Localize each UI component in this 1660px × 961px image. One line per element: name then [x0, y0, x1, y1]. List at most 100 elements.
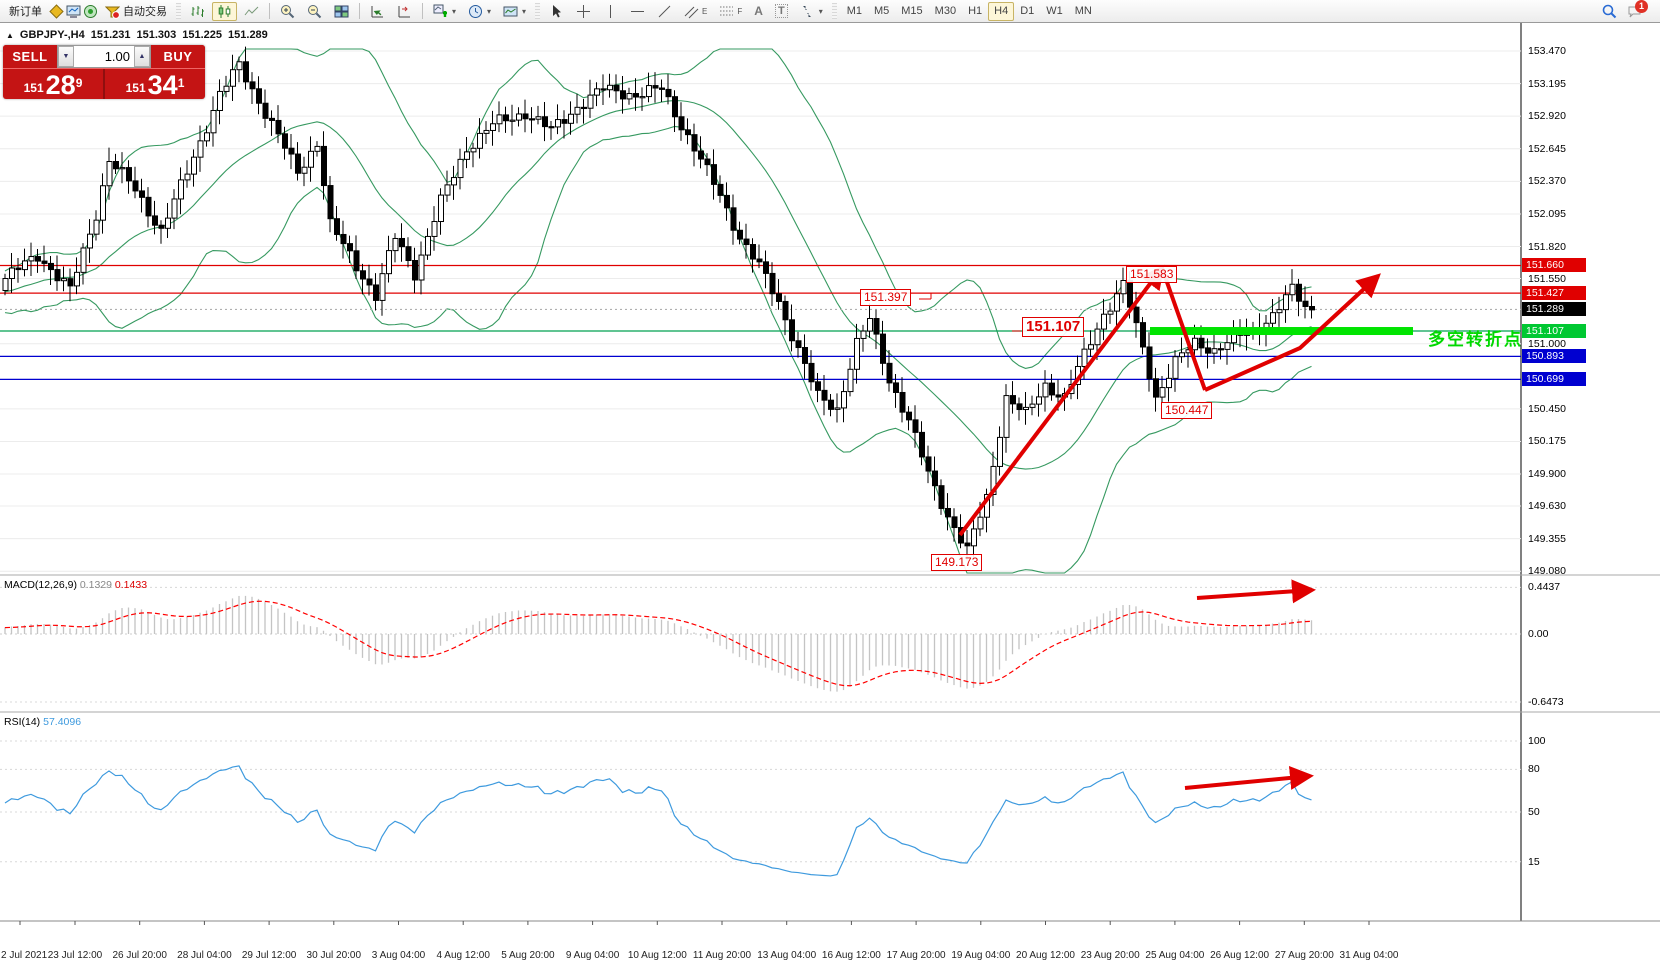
text-tool-icon: A	[754, 4, 763, 18]
chart-shift-icon	[397, 4, 412, 19]
sell-button[interactable]: SELL	[3, 45, 57, 68]
price-axis-tick: 152.095	[1528, 207, 1566, 220]
time-axis-label: 27 Aug 20:00	[1274, 950, 1334, 961]
horizontal-line-tool-button[interactable]	[625, 2, 650, 21]
price-annotation[interactable]: 151.107	[1022, 317, 1085, 337]
time-axis-label: 26 Jul 20:00	[112, 950, 167, 961]
time-axis-label: 10 Aug 12:00	[627, 950, 687, 961]
sell-price-pip: 9	[75, 76, 83, 90]
ohlc-open: 151.231	[90, 29, 131, 41]
crosshair-tool-button[interactable]	[571, 2, 596, 21]
buy-price[interactable]: 151 34 1	[103, 69, 205, 99]
pending-order-icon[interactable]	[49, 3, 64, 19]
time-axis-label: 31 Aug 04:00	[1339, 950, 1399, 961]
lot-decrease-button[interactable]: ▼	[58, 46, 74, 67]
timeframe-button-h4[interactable]: H4	[988, 1, 1015, 21]
rsi-scale-level: 50	[1528, 806, 1540, 818]
fibonacci-icon	[719, 4, 734, 19]
auto-scroll-button[interactable]	[365, 2, 390, 21]
time-axis-label: 20 Aug 12:00	[1016, 950, 1075, 961]
signals-icon[interactable]	[83, 4, 98, 19]
price-axis-tick: 153.470	[1528, 45, 1566, 57]
fibonacci-tool-button[interactable]: F	[714, 2, 747, 21]
vertical-line-tool-button[interactable]	[598, 2, 623, 21]
dropdown-arrow-icon: ▾	[452, 6, 457, 16]
buy-button[interactable]: BUY	[151, 45, 205, 68]
price-axis-tick: 151.000	[1528, 337, 1566, 350]
trendline-tool-button[interactable]	[652, 2, 677, 21]
price-axis-tick: 152.645	[1528, 142, 1566, 155]
timeframe-button-w1[interactable]: W1	[1046, 5, 1063, 17]
sell-price[interactable]: 151 28 9	[3, 69, 103, 99]
tile-windows-button[interactable]	[329, 2, 354, 21]
toolbar-separator	[269, 3, 270, 19]
autotrading-icon	[104, 4, 121, 19]
price-axis-badge: 151.660	[1522, 258, 1586, 273]
timeframe-button-m5[interactable]: M5	[873, 5, 890, 17]
crosshair-icon	[576, 4, 591, 19]
periods-button[interactable]: ▾	[463, 2, 496, 21]
time-axis-label: 4 Aug 12:00	[436, 950, 490, 961]
price-annotation[interactable]: 150.447	[1161, 402, 1213, 419]
lot-size-input[interactable]: 1.00	[104, 49, 130, 64]
timeframe-button-h1[interactable]: H1	[968, 5, 983, 17]
text-label-icon: T	[774, 4, 788, 18]
price-axis-tick: 150.175	[1528, 435, 1566, 448]
price-annotation[interactable]: 151.583	[1126, 266, 1178, 283]
price-annotation[interactable]: 151.397	[860, 289, 912, 306]
new-order-button[interactable]: 新订单	[4, 2, 47, 21]
timeframe-button-mn[interactable]: MN	[1074, 5, 1092, 17]
expand-panel-icon[interactable]: ▲	[6, 30, 14, 40]
sell-price-prefix: 151	[23, 81, 44, 95]
macd-scale-max: 0.4437	[1528, 581, 1561, 594]
autotrading-label: 自动交易	[123, 6, 167, 18]
price-axis-badge: 151.107	[1522, 324, 1586, 338]
time-axis-label: 25 Aug 04:00	[1145, 950, 1205, 961]
text-label-tool-button[interactable]: T	[770, 2, 793, 21]
lot-increase-button[interactable]: ▲	[134, 46, 150, 67]
timeframe-button-m15[interactable]: M15	[901, 5, 923, 17]
lot-size-control: ▼ 1.00 ▲	[57, 45, 151, 68]
arrows-tool-button[interactable]: ▾	[795, 2, 828, 21]
time-axis-label: 26 Aug 12:00	[1210, 950, 1270, 961]
search-icon[interactable]	[1602, 4, 1617, 19]
time-axis-label: 11 Aug 20:00	[692, 950, 752, 961]
bar-chart-mode-button[interactable]	[185, 2, 210, 21]
rsi-value: 57.4096	[43, 716, 82, 728]
time-axis-label: 5 Aug 20:00	[501, 950, 555, 961]
text-tool-button[interactable]: A	[749, 2, 768, 21]
price-axis-tick: 152.920	[1528, 110, 1566, 123]
chart-shift-button[interactable]	[392, 2, 417, 21]
notifications-chat-icon[interactable]: 1	[1627, 0, 1648, 19]
templates-button[interactable]: ▾	[498, 2, 531, 21]
buy-price-pip: 1	[177, 76, 185, 90]
zoom-out-icon	[307, 4, 322, 19]
toolbar-grip	[176, 3, 181, 19]
periods-clock-icon	[468, 4, 483, 19]
turning-point-note[interactable]: 多空转折点	[1428, 330, 1523, 349]
price-annotation[interactable]: 149.173	[931, 554, 983, 571]
line-chart-mode-button[interactable]	[239, 2, 264, 21]
time-axis-label: 28 Jul 04:00	[177, 950, 232, 961]
timeframe-button-d1[interactable]: D1	[1020, 5, 1035, 17]
zoom-out-button[interactable]	[302, 2, 327, 21]
price-axis-tick: 149.080	[1528, 565, 1566, 578]
candlestick-mode-button[interactable]	[212, 1, 237, 21]
channel-tool-button[interactable]: E	[679, 2, 712, 21]
fibonacci-letter: F	[737, 6, 743, 16]
new-order-label: 新订单	[9, 6, 42, 18]
chart-canvas[interactable]	[0, 23, 1660, 945]
main-toolbar: 新订单 自动交易 ▾ ▾ ▾	[0, 0, 1660, 23]
timeframe-button-m1[interactable]: M1	[846, 5, 862, 17]
time-axis-label: 23 Jul 12:00	[47, 950, 103, 961]
market-watch-icon[interactable]	[66, 4, 81, 19]
tile-windows-icon	[334, 4, 349, 19]
zoom-in-button[interactable]	[275, 2, 300, 21]
time-axis-label: 16 Aug 12:00	[821, 950, 881, 961]
timeframe-button-m30[interactable]: M30	[934, 5, 957, 17]
cursor-tool-button[interactable]	[544, 2, 569, 21]
indicators-button[interactable]: ▾	[428, 2, 461, 21]
price-axis-tick: 150.450	[1528, 402, 1566, 415]
price-axis-tick: 151.550	[1528, 272, 1566, 285]
autotrading-button[interactable]: 自动交易	[100, 2, 172, 21]
